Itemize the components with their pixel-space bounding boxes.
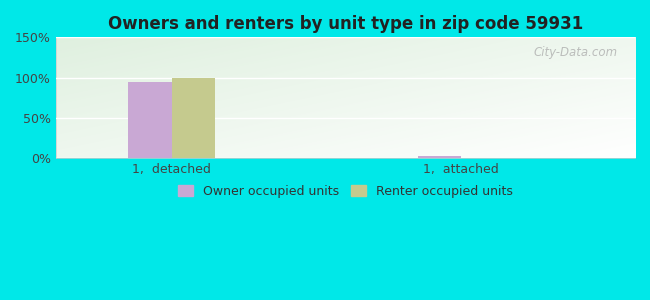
Bar: [418, 156, 461, 158]
Title: Owners and renters by unit type in zip code 59931: Owners and renters by unit type in zip c…: [108, 15, 583, 33]
Legend: Owner occupied units, Renter occupied units: Owner occupied units, Renter occupied un…: [173, 180, 518, 203]
Bar: [172, 78, 215, 158]
Bar: [128, 82, 172, 158]
Text: City-Data.com: City-Data.com: [534, 46, 618, 59]
